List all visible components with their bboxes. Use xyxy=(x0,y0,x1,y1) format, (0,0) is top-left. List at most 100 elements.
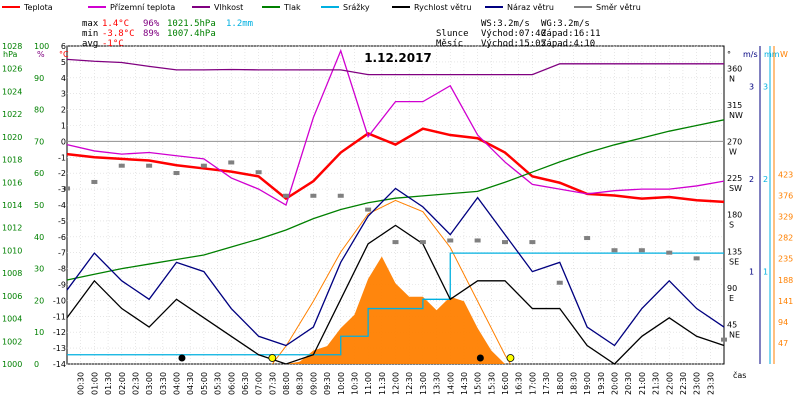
stats-value: 89% xyxy=(143,29,160,39)
hpa-tick-label: 1014 xyxy=(2,201,22,210)
wind-direction-point xyxy=(392,240,399,245)
celsius-tick-label: -1 xyxy=(58,153,66,162)
stats-value: 1.2mm xyxy=(226,19,253,29)
moonrise-moonset-marker xyxy=(178,354,186,362)
x-tick-label: 15:30 xyxy=(487,372,496,395)
wind-direction-point xyxy=(638,248,645,253)
axis-unit-degree: ° xyxy=(727,50,731,59)
w-tick-label: 282 xyxy=(778,234,793,243)
sunrise-time: Východ:07:40 xyxy=(481,29,546,39)
w-tick-label: 47 xyxy=(778,339,788,348)
celsius-tick-label: -12 xyxy=(53,328,66,337)
hpa-tick-label: 1018 xyxy=(2,156,22,165)
axis-unit-celsius: °C xyxy=(59,50,69,59)
wind-direction-point xyxy=(447,238,454,243)
direction-compass-label: NW xyxy=(729,111,743,120)
percent-tick-label: 0 xyxy=(34,360,39,369)
x-tick-label: 15:00 xyxy=(474,372,483,395)
celsius-tick-label: 3 xyxy=(61,90,66,99)
legend-label: Teplota xyxy=(23,3,53,12)
stats-value: min xyxy=(82,29,98,39)
mm-tick-label: 1 xyxy=(763,268,768,277)
celsius-tick-label: -4 xyxy=(58,201,66,210)
sunrise-sunset-marker xyxy=(268,354,277,362)
x-tick-label: 13:00 xyxy=(419,372,428,395)
celsius-tick-label: 1 xyxy=(61,122,66,131)
direction-degree-label: 360 xyxy=(727,64,742,73)
percent-tick-label: 30 xyxy=(34,265,44,274)
x-tick-label: 04:30 xyxy=(186,372,195,395)
wind-gust-info: WG:3.2m/s xyxy=(541,19,590,29)
series-line-Náraz větru xyxy=(66,187,725,347)
sun-label: Slunce xyxy=(436,29,469,39)
percent-tick-label: 60 xyxy=(34,169,44,178)
wind-direction-point xyxy=(200,163,207,168)
x-tick-label: 13:30 xyxy=(433,372,442,395)
x-tick-label: 08:30 xyxy=(296,372,305,395)
wind-direction-point xyxy=(365,207,372,212)
wind-direction-point xyxy=(310,193,317,198)
w-tick-label: 423 xyxy=(778,170,793,179)
ms-tick-label: 1 xyxy=(749,268,754,277)
x-tick-label: 01:00 xyxy=(90,372,99,395)
x-tick-label: 09:00 xyxy=(309,372,318,395)
celsius-tick-label: -10 xyxy=(53,296,66,305)
x-tick-label: 20:00 xyxy=(611,372,620,395)
theoretical-radiation-curve xyxy=(271,199,511,365)
legend-label: Směr větru xyxy=(596,3,641,12)
x-tick-label: 08:00 xyxy=(282,372,291,395)
wind-direction-point xyxy=(419,240,426,245)
hpa-tick-label: 1008 xyxy=(2,269,22,278)
x-tick-label: 12:30 xyxy=(405,372,414,395)
celsius-tick-label: -11 xyxy=(53,312,66,321)
moonrise-moonset-marker xyxy=(476,354,484,362)
plot-area xyxy=(64,48,727,365)
series-line-Vlhkost xyxy=(66,58,724,76)
percent-tick-label: 80 xyxy=(34,106,44,115)
celsius-tick-label: -3 xyxy=(58,185,66,194)
chart-legend: Teplota Přízemní teplota Vlhkost Tlak Srážky… xyxy=(2,3,641,12)
axis-unit-hpa: hPa xyxy=(3,50,18,59)
w-tick-label: 329 xyxy=(778,213,793,222)
wind-direction-point xyxy=(721,337,727,342)
sunrise-sunset-marker xyxy=(506,354,515,362)
ms-tick-label: 3 xyxy=(749,83,754,92)
stats-value: 96% xyxy=(143,19,160,29)
wind-direction-point xyxy=(337,193,344,198)
x-tick-label: 21:00 xyxy=(638,372,647,395)
x-tick-label: 16:30 xyxy=(515,372,524,395)
hpa-tick-label: 1000 xyxy=(2,360,22,369)
moon-label: Měsíc xyxy=(436,39,463,49)
direction-compass-label: SE xyxy=(729,257,739,266)
stats-value: -3.8°C xyxy=(102,29,135,39)
percent-tick-label: 10 xyxy=(34,328,44,337)
legend-label: Vlhkost xyxy=(214,3,243,12)
hpa-tick-label: 1020 xyxy=(2,133,22,142)
axis-unit-ms: m/s xyxy=(743,50,758,59)
wind-direction-point xyxy=(666,250,673,255)
x-tick-label: 09:30 xyxy=(323,372,332,395)
celsius-tick-label: 6 xyxy=(61,42,66,51)
hpa-tick-label: 1010 xyxy=(2,246,22,255)
series-line-Přízemní teplota xyxy=(66,48,725,206)
stats-value: -1°C xyxy=(102,39,124,49)
x-tick-label: 11:30 xyxy=(378,372,387,395)
direction-compass-label: NE xyxy=(729,330,740,339)
stats-value: 1021.5hPa xyxy=(167,19,216,29)
celsius-tick-label: -2 xyxy=(58,169,66,178)
x-tick-label: 02:00 xyxy=(118,372,127,395)
direction-degree-label: 45 xyxy=(727,320,737,329)
celsius-tick-label: -7 xyxy=(58,249,66,258)
direction-compass-label: E xyxy=(729,294,734,303)
stats-value: avg xyxy=(82,39,98,49)
wind-direction-point xyxy=(173,171,180,176)
x-tick-label: 01:30 xyxy=(104,372,113,395)
x-tick-label: 18:30 xyxy=(569,372,578,395)
sunset-time: Západ:16:11 xyxy=(541,29,601,39)
x-tick-label: 14:00 xyxy=(446,372,455,395)
w-tick-label: 188 xyxy=(778,276,793,285)
hpa-tick-label: 1022 xyxy=(2,110,22,119)
wind-direction-point xyxy=(283,193,289,198)
direction-compass-label: W xyxy=(729,148,737,157)
